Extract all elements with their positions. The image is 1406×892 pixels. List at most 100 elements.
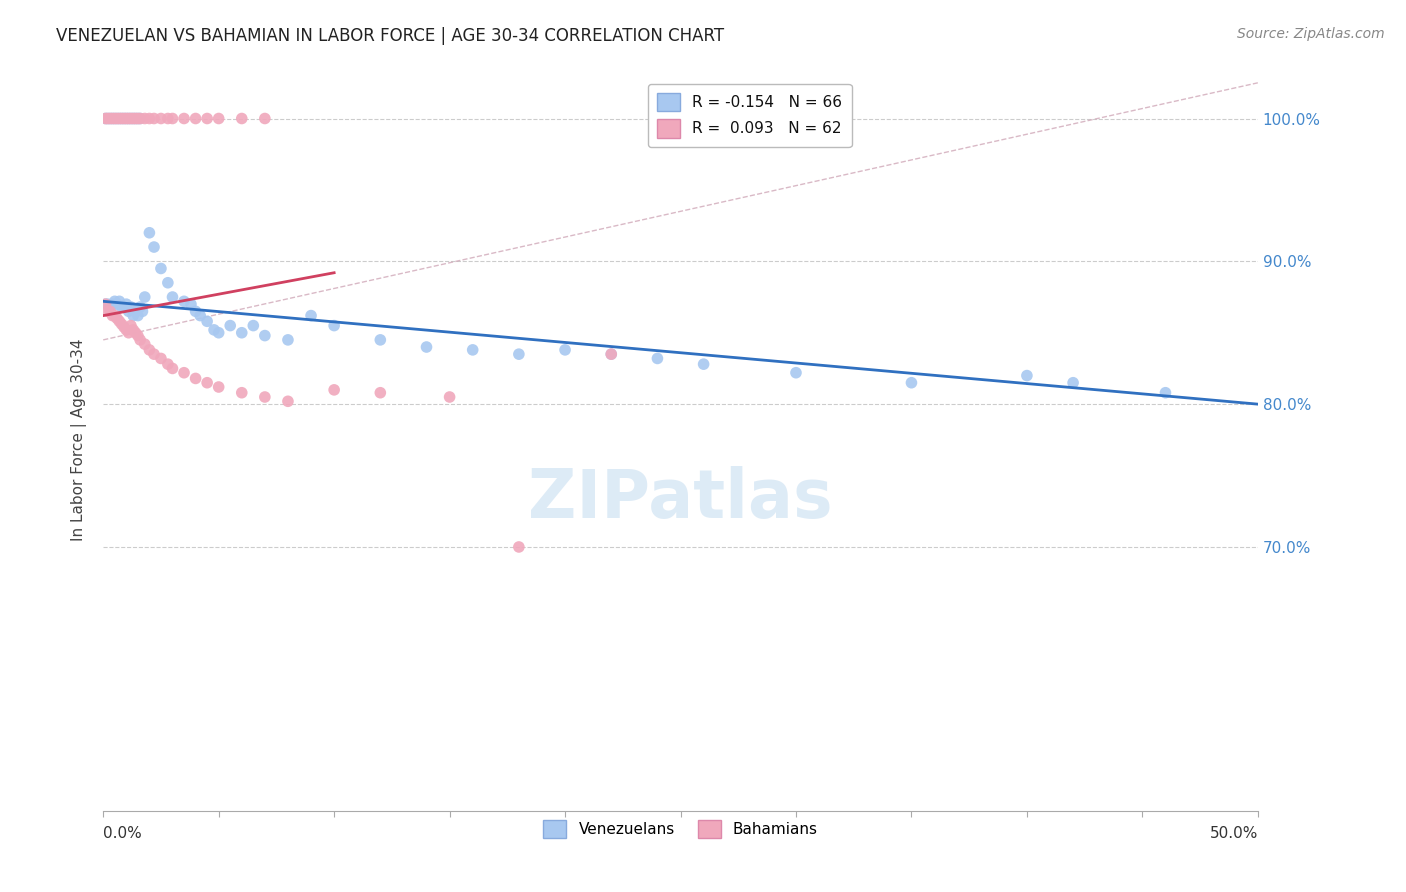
Point xyxy=(173,366,195,380)
Point xyxy=(97,112,120,126)
Text: 50.0%: 50.0% xyxy=(1209,826,1258,841)
Point xyxy=(122,112,145,126)
Point xyxy=(208,326,231,340)
Point xyxy=(112,300,135,314)
Point xyxy=(127,309,149,323)
Point xyxy=(253,112,276,126)
Point xyxy=(253,390,276,404)
Point xyxy=(122,323,145,337)
Point xyxy=(108,314,131,328)
Point xyxy=(173,112,195,126)
Point xyxy=(105,311,128,326)
Point xyxy=(162,112,184,126)
Point xyxy=(127,112,149,126)
Point xyxy=(173,294,195,309)
Point xyxy=(134,337,156,351)
Point xyxy=(127,328,149,343)
Point xyxy=(323,383,346,397)
Point xyxy=(600,347,623,361)
Point xyxy=(104,112,127,126)
Point xyxy=(231,326,253,340)
Point xyxy=(156,276,179,290)
Point xyxy=(162,290,184,304)
Point xyxy=(115,112,138,126)
Point xyxy=(127,112,149,126)
Point xyxy=(94,297,117,311)
Point xyxy=(508,347,530,361)
Point xyxy=(184,371,207,385)
Point xyxy=(122,112,145,126)
Text: VENEZUELAN VS BAHAMIAN IN LABOR FORCE | AGE 30-34 CORRELATION CHART: VENEZUELAN VS BAHAMIAN IN LABOR FORCE | … xyxy=(56,27,724,45)
Point xyxy=(105,112,128,126)
Point xyxy=(134,112,156,126)
Point xyxy=(117,112,139,126)
Text: ZIPatlas: ZIPatlas xyxy=(529,467,832,533)
Point xyxy=(112,112,135,126)
Point xyxy=(131,304,153,318)
Point xyxy=(111,112,134,126)
Point xyxy=(120,112,142,126)
Point xyxy=(785,366,807,380)
Point xyxy=(143,240,166,254)
Point xyxy=(124,326,146,340)
Point xyxy=(156,357,179,371)
Point xyxy=(600,347,623,361)
Point xyxy=(231,112,253,126)
Point xyxy=(97,304,120,318)
Point xyxy=(120,318,142,333)
Point xyxy=(900,376,922,390)
Point xyxy=(104,309,127,323)
Point xyxy=(138,343,160,357)
Point xyxy=(105,112,128,126)
Point xyxy=(138,226,160,240)
Point xyxy=(138,112,160,126)
Point xyxy=(115,323,138,337)
Point xyxy=(108,112,131,126)
Point xyxy=(1062,376,1084,390)
Text: Source: ZipAtlas.com: Source: ZipAtlas.com xyxy=(1237,27,1385,41)
Point xyxy=(149,112,172,126)
Point xyxy=(98,304,121,318)
Point xyxy=(115,297,138,311)
Point xyxy=(108,294,131,309)
Point xyxy=(554,343,576,357)
Point xyxy=(120,112,142,126)
Point xyxy=(104,112,127,126)
Point xyxy=(98,112,121,126)
Point xyxy=(98,304,121,318)
Point xyxy=(149,261,172,276)
Point xyxy=(120,300,142,314)
Point xyxy=(231,385,253,400)
Point xyxy=(195,376,218,390)
Point xyxy=(208,112,231,126)
Point xyxy=(104,294,127,309)
Point xyxy=(108,112,131,126)
Point xyxy=(219,318,242,333)
Point xyxy=(97,297,120,311)
Point xyxy=(253,328,276,343)
Point xyxy=(129,112,152,126)
Point xyxy=(184,304,207,318)
Point xyxy=(112,112,135,126)
Point xyxy=(180,297,202,311)
Point xyxy=(415,340,437,354)
Point xyxy=(156,112,179,126)
Point xyxy=(299,309,322,323)
Point xyxy=(122,309,145,323)
Point xyxy=(195,314,218,328)
Y-axis label: In Labor Force | Age 30-34: In Labor Force | Age 30-34 xyxy=(72,339,87,541)
Point xyxy=(101,297,124,311)
Point xyxy=(124,112,146,126)
Point xyxy=(461,343,484,357)
Point xyxy=(242,318,264,333)
Point xyxy=(117,112,139,126)
Point xyxy=(117,304,139,318)
Point xyxy=(134,290,156,304)
Point xyxy=(439,390,461,404)
Point xyxy=(323,318,346,333)
Point xyxy=(101,112,124,126)
Point xyxy=(692,357,714,371)
Point xyxy=(98,112,121,126)
Point xyxy=(94,297,117,311)
Point xyxy=(94,112,117,126)
